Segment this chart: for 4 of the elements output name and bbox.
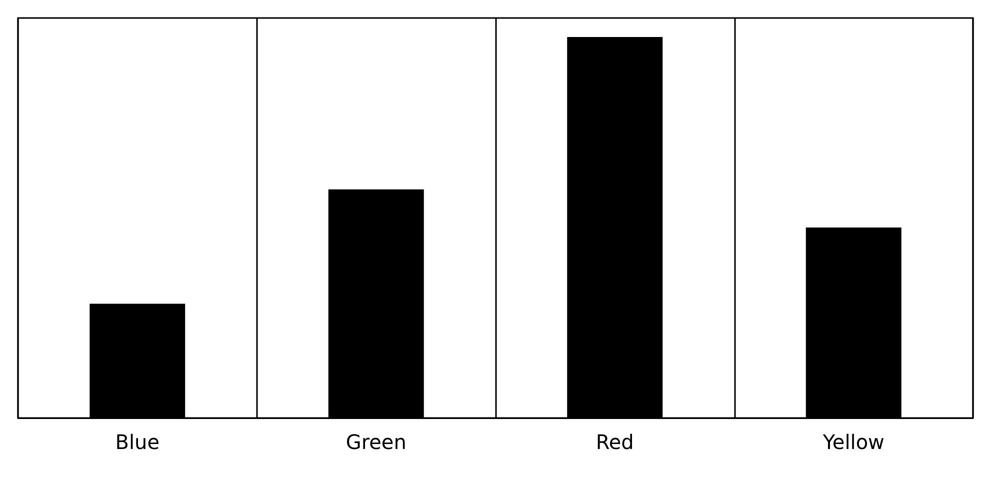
x-tick-label: Yellow xyxy=(822,430,884,454)
x-tick-label: Red xyxy=(596,430,634,454)
x-tick-label: Blue xyxy=(115,430,160,454)
x-tick-label: Green xyxy=(346,430,406,454)
